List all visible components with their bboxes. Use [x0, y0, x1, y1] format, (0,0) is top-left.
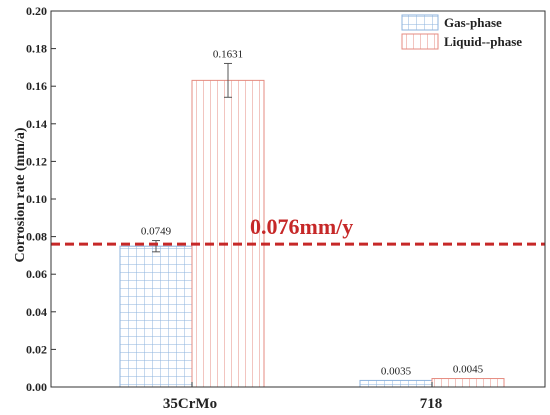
bar-gas-phase-35crmo [119, 245, 193, 388]
y-tick-label: 0.20 [26, 4, 47, 18]
bar-liquid-phase-718 [431, 378, 505, 388]
y-tick-label: 0.10 [26, 192, 47, 206]
legend-label: Liquid--phase [444, 34, 522, 49]
y-tick-label: 0.08 [26, 230, 47, 244]
reference-line-label: 0.076mm/y [250, 214, 353, 239]
data-label: 0.0035 [381, 365, 412, 377]
y-tick-label: 0.02 [26, 342, 47, 356]
y-tick-label: 0.04 [26, 305, 47, 319]
x-tick-label: 35CrMo [163, 396, 217, 412]
bar-gas-phase-718 [359, 379, 433, 388]
y-tick-label: 0.18 [26, 42, 47, 56]
y-tick-label: 0.06 [26, 267, 47, 281]
legend-label: Gas-phase [444, 15, 502, 30]
y-tick-label: 0.14 [26, 117, 47, 131]
bar-liquid-phase-35crmo [191, 79, 265, 388]
y-tick-label: 0.00 [26, 380, 47, 394]
x-tick-label: 718 [420, 396, 443, 412]
data-label: 0.1631 [213, 48, 243, 60]
y-tick-label: 0.12 [26, 154, 47, 168]
legend-swatch [401, 14, 439, 31]
legend-swatch [401, 33, 439, 50]
data-label: 0.0045 [453, 364, 484, 376]
y-tick-label: 0.16 [26, 79, 47, 93]
data-label: 0.0749 [141, 226, 172, 238]
y-axis-title: Corrosion rate (mm/a) [13, 127, 28, 262]
